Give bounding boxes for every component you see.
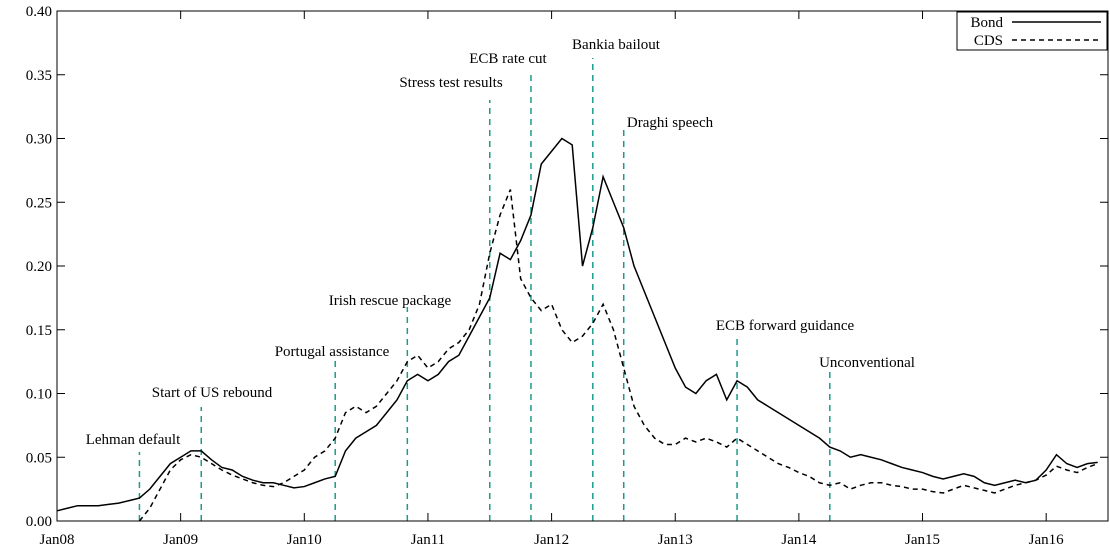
y-tick-label: 0.10 (26, 387, 52, 403)
x-tick-label: Jan14 (781, 532, 816, 548)
event-label: Unconventional (819, 355, 915, 371)
event-label: Start of US rebound (152, 385, 273, 401)
event-label: Bankia bailout (572, 37, 661, 53)
x-tick-label: Jan11 (411, 532, 445, 548)
plot-frame (56, 10, 1109, 522)
y-tick-label: 0.00 (26, 514, 52, 530)
x-tick-label: Jan13 (658, 532, 693, 548)
event-label: Draghi speech (627, 115, 714, 131)
event-label: ECB forward guidance (716, 318, 855, 334)
y-tick-label: 0.35 (26, 68, 52, 84)
x-tick-label: Jan16 (1029, 532, 1064, 548)
x-tick-label: Jan09 (163, 532, 198, 548)
event-label: ECB rate cut (469, 51, 547, 67)
y-tick-label: 0.05 (26, 450, 52, 466)
y-tick-label: 0.25 (26, 195, 52, 211)
legend-label: CDS (974, 33, 1003, 49)
event-label: Irish rescue package (329, 293, 452, 309)
series-line (56, 137, 1098, 512)
y-tick-label: 0.40 (26, 4, 52, 20)
x-tick-label: Jan12 (534, 532, 569, 548)
event-label: Stress test results (399, 75, 502, 91)
event-label: Portugal assistance (275, 344, 390, 360)
y-tick-label: 0.15 (26, 323, 52, 339)
y-tick-label: 0.20 (26, 259, 52, 275)
x-tick-label: Jan08 (40, 532, 75, 548)
legend-label: Bond (970, 15, 1003, 31)
x-tick-label: Jan15 (905, 532, 940, 548)
event-label: Lehman default (86, 432, 181, 448)
x-tick-label: Jan10 (287, 532, 322, 548)
legend-box (956, 11, 1108, 51)
y-tick-label: 0.30 (26, 132, 52, 148)
